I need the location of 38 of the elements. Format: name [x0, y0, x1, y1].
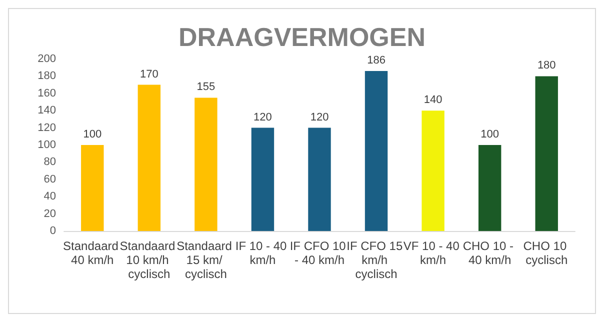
bar — [138, 84, 161, 231]
y-tick-label: 60 — [44, 173, 56, 186]
x-tick-label: IF CFO 15 km/h cyclisch — [346, 239, 403, 281]
x-tick-label: CHO 10 cyclisch — [523, 239, 570, 267]
y-tick-label: 180 — [38, 70, 56, 82]
data-label: 155 — [196, 81, 216, 94]
x-tick-label: Standaard 40 km/h — [63, 239, 122, 267]
bar — [251, 128, 274, 231]
y-tick-label: 120 — [38, 122, 56, 134]
x-tick-label: VF 10 - 40 km/h — [403, 239, 463, 267]
bar — [194, 98, 218, 231]
y-tick-label: 160 — [38, 87, 56, 100]
y-tick-label: 0 — [50, 225, 56, 237]
bar — [535, 76, 558, 231]
data-label: 100 — [480, 128, 500, 140]
x-tick-label: Standaard 15 km/ cyclisch — [176, 239, 236, 281]
data-label: 100 — [83, 128, 102, 140]
data-label: 140 — [424, 94, 442, 106]
data-label: 120 — [310, 111, 329, 124]
y-tick-label: 140 — [38, 104, 56, 117]
y-tick-label: 40 — [44, 190, 56, 203]
bar — [478, 145, 502, 231]
x-tick-label: IF CFO 10 - 40 km/h — [290, 239, 346, 267]
data-label: 180 — [537, 60, 556, 72]
x-tick-label: IF 10 - 40 km/h — [235, 239, 290, 267]
y-tick-label: 200 — [38, 53, 56, 65]
y-tick-label: 80 — [44, 156, 56, 168]
bar — [364, 71, 388, 231]
bar — [422, 110, 444, 231]
bar — [81, 145, 104, 231]
bar — [308, 128, 331, 231]
data-label: 186 — [367, 54, 386, 67]
y-tick-label: 20 — [44, 208, 56, 220]
data-label: 120 — [254, 111, 272, 124]
x-tick-label: CHO 10 - 40 km/h — [462, 239, 517, 267]
y-tick-label: 100 — [38, 139, 56, 151]
chart-title: DRAAGVERMOGEN — [178, 22, 426, 52]
data-label: 170 — [140, 68, 158, 80]
